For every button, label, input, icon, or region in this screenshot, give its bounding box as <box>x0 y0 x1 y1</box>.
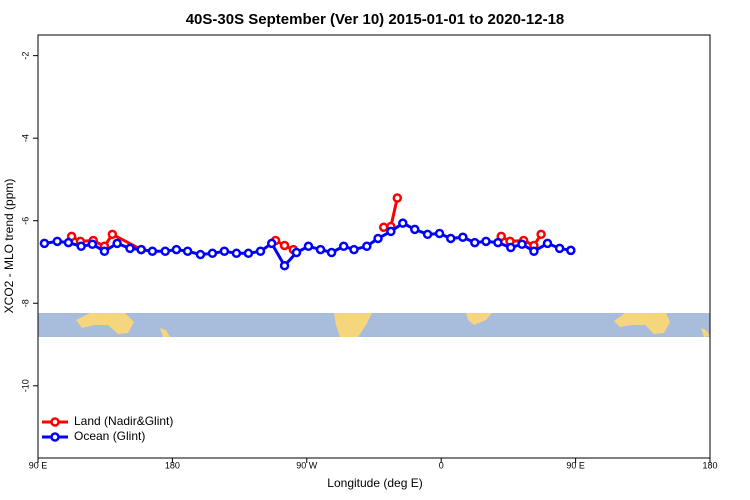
x-axis-label: Longitude (deg E) <box>327 476 422 490</box>
y-tick-label: -6 <box>20 217 30 225</box>
x-tick-label: 180 <box>165 460 180 470</box>
point <box>566 245 576 256</box>
point <box>160 246 170 256</box>
point <box>182 246 193 256</box>
y-tick-label: -8 <box>20 299 30 307</box>
x-tick-label: 90 W <box>296 460 318 470</box>
point <box>362 241 372 252</box>
point <box>291 247 302 258</box>
point <box>542 238 553 249</box>
point <box>493 237 503 248</box>
point <box>326 247 337 258</box>
point <box>410 224 420 235</box>
legend-label: Ocean (Glint) <box>74 429 145 443</box>
point <box>303 241 314 252</box>
point <box>136 244 146 255</box>
point <box>279 240 290 251</box>
x-tick-label: 0 <box>439 460 444 470</box>
x-tick-label: 180 <box>702 460 717 470</box>
legend-marker <box>50 432 60 442</box>
point <box>481 236 491 247</box>
point <box>506 242 516 253</box>
point <box>266 238 277 249</box>
point <box>349 244 359 255</box>
point <box>147 246 158 256</box>
point <box>446 233 456 244</box>
point <box>107 229 118 240</box>
legend-label: Land (Nadir&Glint) <box>74 414 173 428</box>
point <box>315 244 326 255</box>
point <box>373 233 383 244</box>
y-tick-label: -10 <box>20 379 30 392</box>
point <box>125 243 135 254</box>
point <box>392 193 403 203</box>
point <box>231 248 242 259</box>
point <box>338 241 349 252</box>
point <box>243 248 254 259</box>
point <box>458 232 468 242</box>
y-tick-label: -2 <box>20 52 30 60</box>
point <box>52 236 63 247</box>
point <box>536 229 546 240</box>
plot-frame <box>37 34 711 459</box>
point <box>99 246 110 256</box>
point <box>434 228 445 239</box>
map-strip <box>38 313 710 337</box>
point <box>112 238 122 249</box>
point <box>470 237 480 248</box>
x-tick-label: 90 E <box>29 460 48 470</box>
x-tick-label: 90 E <box>566 460 585 470</box>
chart-title: 40S-30S September (Ver 10) 2015-01-01 to… <box>186 11 565 28</box>
point <box>219 246 230 256</box>
point <box>378 222 389 233</box>
point <box>76 241 86 252</box>
point <box>207 248 218 259</box>
point <box>255 246 266 256</box>
y-tick-label: -4 <box>20 134 30 142</box>
point <box>63 237 74 248</box>
point <box>171 244 182 255</box>
point <box>195 249 206 260</box>
y-axis-label: XCO2 - MLO trend (ppm) <box>2 179 16 314</box>
point <box>554 243 565 254</box>
point <box>398 218 408 228</box>
point <box>517 239 527 249</box>
point <box>422 229 433 240</box>
point <box>279 260 290 271</box>
legend-marker <box>50 417 60 427</box>
point <box>386 226 396 237</box>
point <box>39 238 50 249</box>
point <box>87 239 98 249</box>
point <box>529 246 539 256</box>
